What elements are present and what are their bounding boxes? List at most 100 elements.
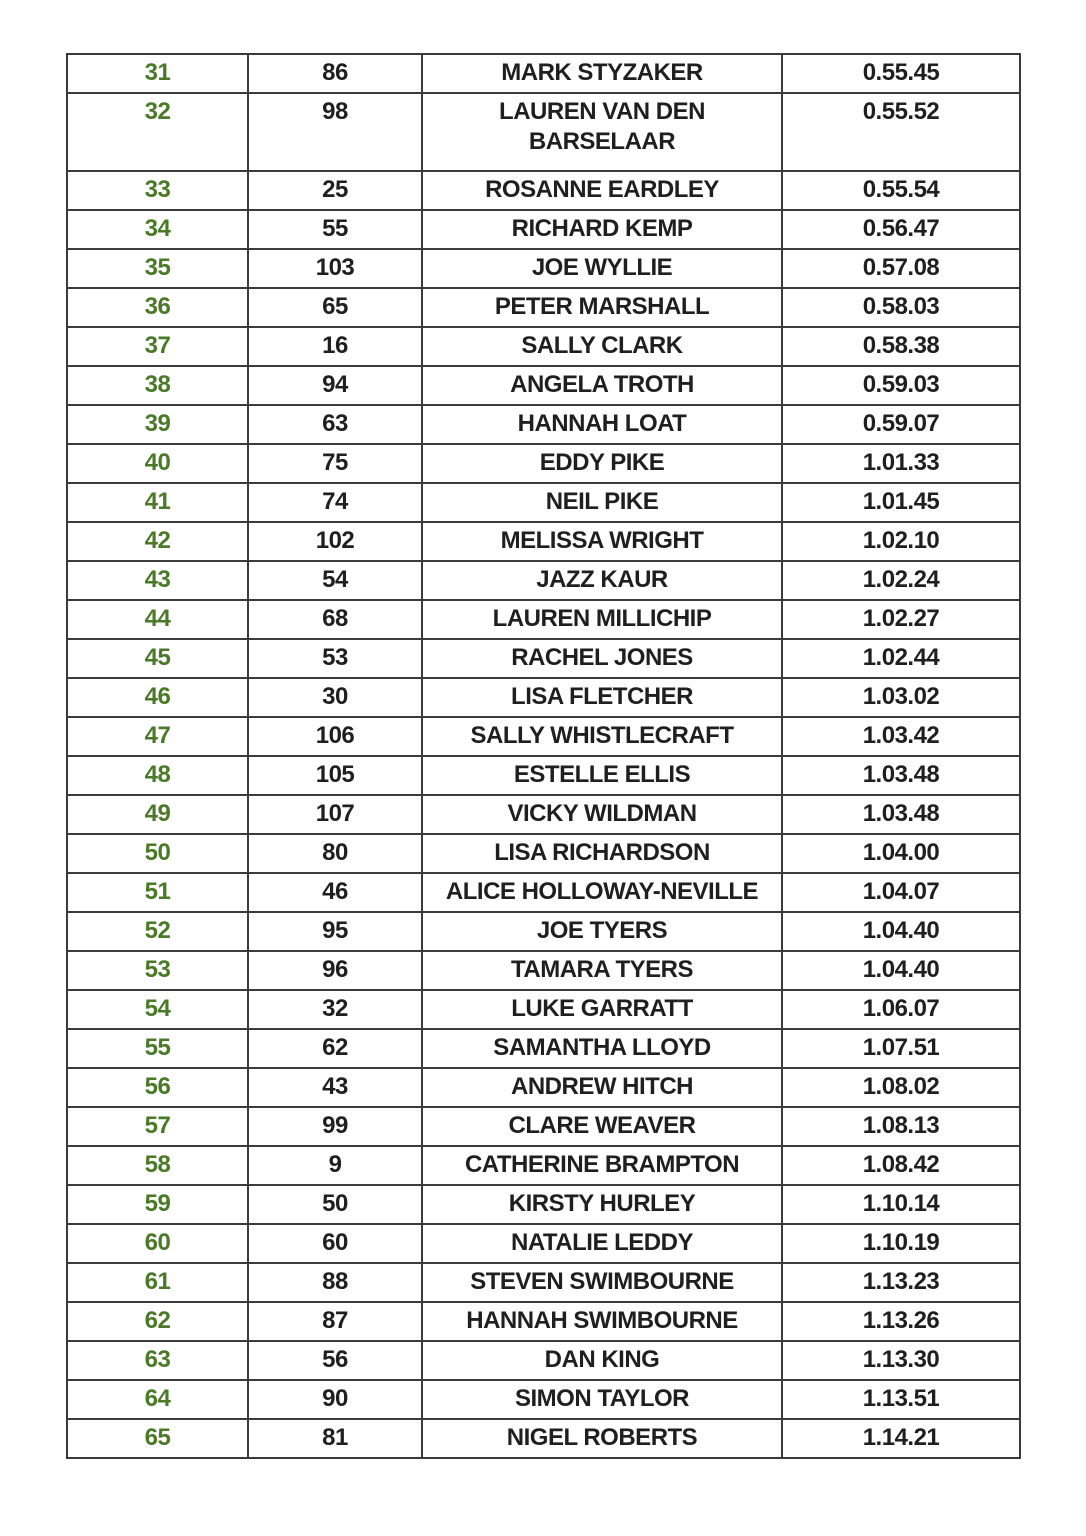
table-row: 64 90 SIMON TAYLOR 1.13.51	[66, 1379, 1021, 1420]
cell-position: 65	[66, 1418, 249, 1459]
cell-time: 1.07.51	[781, 1028, 1021, 1069]
cell-name: PETER MARSHALL	[421, 287, 783, 328]
cell-time: 1.03.48	[781, 794, 1021, 835]
cell-bib: 16	[247, 326, 423, 367]
cell-time: 1.02.10	[781, 521, 1021, 562]
cell-bib: 105	[247, 755, 423, 796]
cell-bib: 74	[247, 482, 423, 523]
cell-bib: 30	[247, 677, 423, 718]
cell-position: 38	[66, 365, 249, 406]
cell-position: 47	[66, 716, 249, 757]
cell-bib: 106	[247, 716, 423, 757]
cell-time: 0.58.03	[781, 287, 1021, 328]
cell-bib: 98	[247, 92, 423, 172]
cell-position: 53	[66, 950, 249, 991]
cell-bib: 60	[247, 1223, 423, 1264]
table-row: 60 60 NATALIE LEDDY 1.10.19	[66, 1223, 1021, 1264]
cell-name: ANGELA TROTH	[421, 365, 783, 406]
cell-position: 62	[66, 1301, 249, 1342]
cell-time: 0.59.07	[781, 404, 1021, 445]
cell-bib: 80	[247, 833, 423, 874]
cell-time: 1.01.33	[781, 443, 1021, 484]
cell-name: ALICE HOLLOWAY-NEVILLE	[421, 872, 783, 913]
cell-bib: 95	[247, 911, 423, 952]
cell-time: 1.10.14	[781, 1184, 1021, 1225]
cell-bib: 9	[247, 1145, 423, 1186]
cell-name: SALLY WHISTLECRAFT	[421, 716, 783, 757]
cell-bib: 87	[247, 1301, 423, 1342]
cell-bib: 94	[247, 365, 423, 406]
results-table: 31 86 MARK STYZAKER 0.55.45 32 98 LAUREN VAN D…	[66, 53, 1021, 1459]
cell-time: 1.04.07	[781, 872, 1021, 913]
cell-time: 1.13.30	[781, 1340, 1021, 1381]
cell-time: 1.13.23	[781, 1262, 1021, 1303]
cell-name: LUKE GARRATT	[421, 989, 783, 1030]
cell-time: 0.55.54	[781, 170, 1021, 211]
cell-name: NIGEL ROBERTS	[421, 1418, 783, 1459]
cell-bib: 68	[247, 599, 423, 640]
cell-name: EDDY PIKE	[421, 443, 783, 484]
cell-position: 59	[66, 1184, 249, 1225]
cell-name: VICKY WILDMAN	[421, 794, 783, 835]
cell-position: 55	[66, 1028, 249, 1069]
cell-position: 64	[66, 1379, 249, 1420]
cell-time: 1.03.48	[781, 755, 1021, 796]
cell-bib: 43	[247, 1067, 423, 1108]
table-row: 45 53 RACHEL JONES 1.02.44	[66, 638, 1021, 679]
table-row: 39 63 HANNAH LOAT 0.59.07	[66, 404, 1021, 445]
cell-position: 63	[66, 1340, 249, 1381]
table-row: 62 87 HANNAH SWIMBOURNE 1.13.26	[66, 1301, 1021, 1342]
table-row: 34 55 RICHARD KEMP 0.56.47	[66, 209, 1021, 250]
cell-name: RACHEL JONES	[421, 638, 783, 679]
cell-bib: 81	[247, 1418, 423, 1459]
cell-name: STEVEN SWIMBOURNE	[421, 1262, 783, 1303]
cell-position: 48	[66, 755, 249, 796]
cell-time: 1.01.45	[781, 482, 1021, 523]
cell-position: 43	[66, 560, 249, 601]
cell-bib: 50	[247, 1184, 423, 1225]
table-row: 42 102 MELISSA WRIGHT 1.02.10	[66, 521, 1021, 562]
table-row: 58 9 CATHERINE BRAMPTON 1.08.42	[66, 1145, 1021, 1186]
cell-position: 45	[66, 638, 249, 679]
table-row: 35 103 JOE WYLLIE 0.57.08	[66, 248, 1021, 289]
cell-time: 1.08.13	[781, 1106, 1021, 1147]
cell-position: 57	[66, 1106, 249, 1147]
table-row: 53 96 TAMARA TYERS 1.04.40	[66, 950, 1021, 991]
cell-bib: 63	[247, 404, 423, 445]
cell-position: 40	[66, 443, 249, 484]
table-row: 38 94 ANGELA TROTH 0.59.03	[66, 365, 1021, 406]
cell-bib: 96	[247, 950, 423, 991]
cell-time: 0.59.03	[781, 365, 1021, 406]
table-row: 37 16 SALLY CLARK 0.58.38	[66, 326, 1021, 367]
cell-position: 54	[66, 989, 249, 1030]
cell-name: TAMARA TYERS	[421, 950, 783, 991]
table-row: 51 46 ALICE HOLLOWAY-NEVILLE 1.04.07	[66, 872, 1021, 913]
cell-position: 32	[66, 92, 249, 172]
cell-time: 1.02.24	[781, 560, 1021, 601]
table-row: 44 68 LAUREN MILLICHIP 1.02.27	[66, 599, 1021, 640]
cell-name: JAZZ KAUR	[421, 560, 783, 601]
cell-bib: 75	[247, 443, 423, 484]
cell-name: SIMON TAYLOR	[421, 1379, 783, 1420]
cell-time: 1.06.07	[781, 989, 1021, 1030]
cell-bib: 90	[247, 1379, 423, 1420]
table-row: 31 86 MARK STYZAKER 0.55.45	[66, 53, 1021, 94]
cell-name: LAUREN MILLICHIP	[421, 599, 783, 640]
cell-name: MELISSA WRIGHT	[421, 521, 783, 562]
cell-time: 1.02.27	[781, 599, 1021, 640]
cell-name: NEIL PIKE	[421, 482, 783, 523]
cell-bib: 46	[247, 872, 423, 913]
cell-bib: 86	[247, 53, 423, 94]
cell-time: 0.55.52	[781, 92, 1021, 172]
table-row: 50 80 LISA RICHARDSON 1.04.00	[66, 833, 1021, 874]
cell-time: 1.14.21	[781, 1418, 1021, 1459]
table-row: 63 56 DAN KING 1.13.30	[66, 1340, 1021, 1381]
cell-name: ANDREW HITCH	[421, 1067, 783, 1108]
table-row: 33 25 ROSANNE EARDLEY 0.55.54	[66, 170, 1021, 211]
cell-time: 0.57.08	[781, 248, 1021, 289]
cell-time: 0.55.45	[781, 53, 1021, 94]
table-row: 32 98 LAUREN VAN DEN BARSELAAR 0.55.52	[66, 92, 1021, 172]
cell-bib: 65	[247, 287, 423, 328]
cell-name: MARK STYZAKER	[421, 53, 783, 94]
cell-position: 37	[66, 326, 249, 367]
